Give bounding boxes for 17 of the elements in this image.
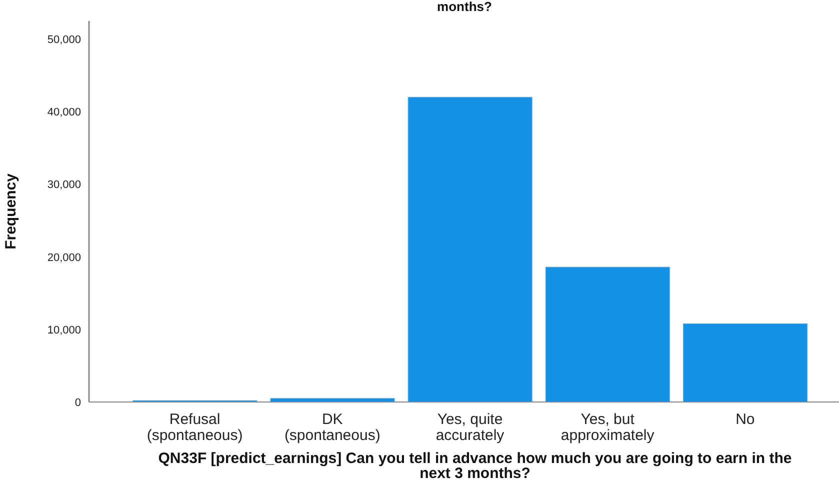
bar [545, 266, 670, 402]
bar [682, 323, 808, 402]
y-tick-label: 40,000 [47, 106, 81, 119]
y-tick-label: 0 [74, 396, 81, 409]
chart-title: months? [436, 0, 493, 14]
y-axis-title: Frequency [2, 172, 20, 250]
x-tick-label: Refusal (spontaneous) [146, 411, 243, 444]
x-tick-label: Yes, but approximately [560, 411, 655, 444]
y-tick-label: 50,000 [47, 34, 81, 46]
y-tick-label: 10,000 [47, 324, 81, 336]
x-tick-label: No [736, 411, 755, 428]
x-tick-label: DK (spontaneous) [284, 411, 380, 444]
x-tick-label: Yes, quite accurately [436, 411, 505, 444]
bar [408, 96, 532, 402]
y-tick-label: 30,000 [47, 179, 81, 192]
x-axis-title: QN33F [predict_earnings] Can you tell in advance how much you are going to earn in the next 3 months? [157, 450, 793, 482]
y-tick-label: 20,000 [47, 252, 81, 264]
